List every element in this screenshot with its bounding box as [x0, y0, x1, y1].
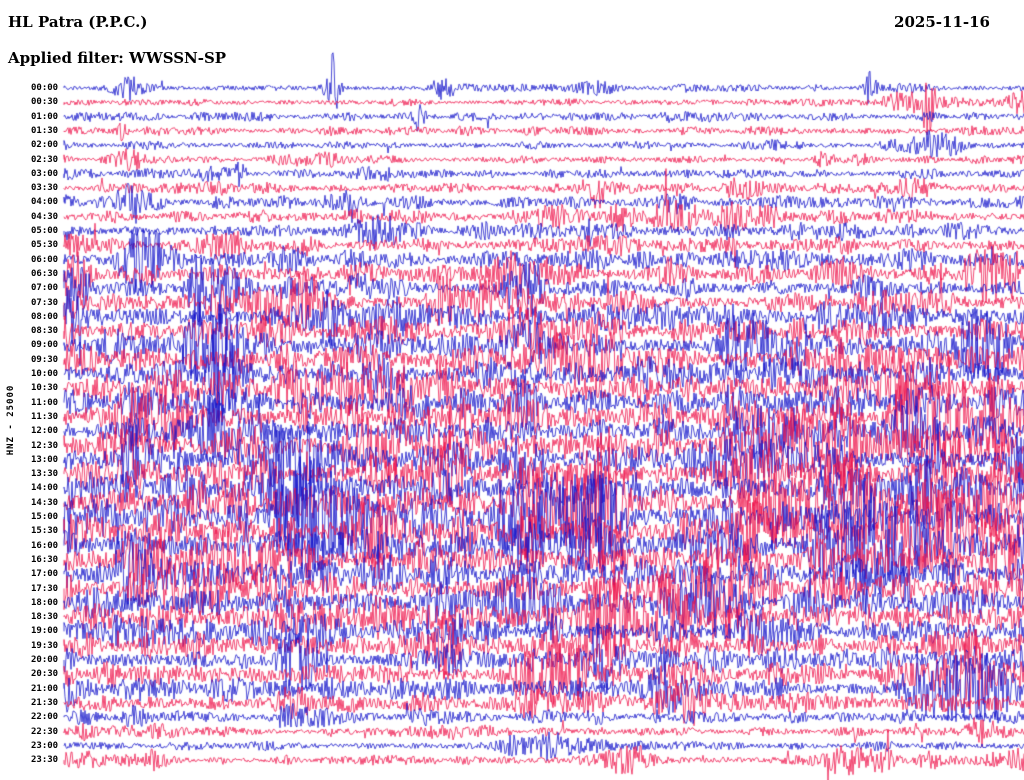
time-label: 00:00	[31, 83, 59, 93]
time-axis: 00:00 00:30 01:00 01:30 02:00 02:30 03:00 03:30…	[31, 0, 61, 780]
time-label: 15:30	[31, 526, 59, 537]
time-label: 10:30	[31, 383, 59, 394]
time-label: 09:00	[31, 340, 59, 351]
time-label: 17:30	[31, 583, 59, 594]
time-label: 12:00	[31, 426, 59, 437]
time-label: 10:00	[31, 369, 59, 379]
time-label: 07:00	[31, 283, 59, 294]
time-label: 18:30	[31, 612, 59, 623]
time-label: 00:30	[31, 97, 59, 108]
time-label: 23:00	[31, 740, 59, 751]
time-label: 09:30	[31, 354, 59, 365]
time-label: 19:00	[31, 626, 59, 637]
time-label: 11:00	[31, 397, 59, 408]
time-label: 22:00	[31, 712, 59, 723]
time-label: 05:00	[31, 226, 59, 236]
time-label: 03:30	[31, 183, 59, 194]
time-label: 05:30	[31, 240, 59, 251]
time-label: 01:00	[31, 111, 59, 122]
time-label: 13:00	[31, 454, 59, 465]
time-label: 11:30	[31, 411, 59, 422]
time-label: 03:00	[31, 168, 59, 179]
time-label: 22:30	[31, 726, 59, 737]
time-label: 14:00	[31, 483, 59, 494]
time-label: 02:30	[31, 154, 59, 165]
time-label: 19:30	[31, 640, 59, 651]
time-label: 06:00	[31, 254, 59, 265]
time-label: 20:00	[31, 655, 59, 665]
time-label: 12:30	[31, 440, 59, 451]
time-label: 04:00	[31, 197, 59, 208]
time-label: 06:30	[31, 268, 59, 279]
time-label: 17:00	[31, 569, 59, 580]
time-label: 13:30	[31, 469, 59, 480]
time-label: 16:00	[31, 540, 59, 551]
time-label: 14:30	[31, 497, 59, 508]
time-label: 07:30	[31, 297, 59, 308]
time-label: 18:00	[31, 597, 59, 608]
time-label: 15:00	[31, 512, 59, 522]
time-label: 20:30	[31, 669, 59, 680]
time-label: 21:30	[31, 697, 59, 708]
time-label: 21:00	[31, 683, 59, 694]
time-label: 08:00	[31, 311, 59, 322]
time-label: 08:30	[31, 326, 59, 337]
time-label: 16:30	[31, 554, 59, 565]
time-label: 23:30	[31, 755, 59, 766]
time-label: 01:30	[31, 125, 59, 136]
time-label: 04:30	[31, 211, 59, 222]
time-label: 02:00	[31, 140, 59, 151]
